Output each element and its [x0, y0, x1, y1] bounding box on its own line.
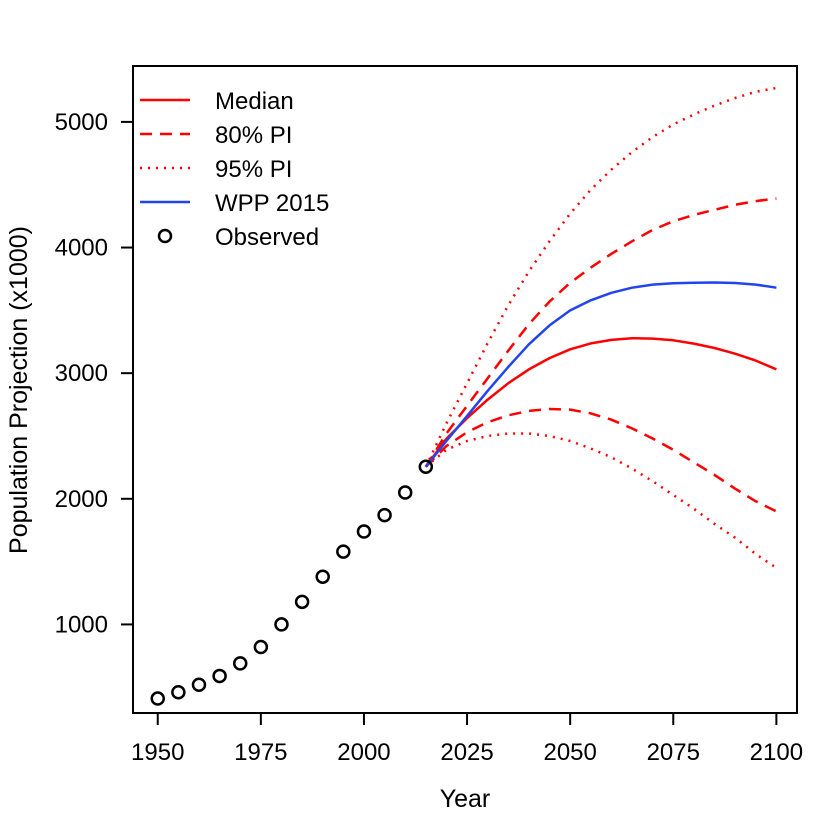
legend-label-wpp-2015: WPP 2015	[215, 190, 329, 217]
y-tick-label: 1000	[55, 611, 108, 638]
observed-point	[171, 685, 186, 700]
observed-point	[377, 507, 392, 523]
legend-swatch-observed	[157, 228, 173, 244]
observed-point	[397, 485, 413, 500]
observed-point	[191, 677, 207, 692]
x-axis-title: Year	[440, 785, 491, 813]
legend-label-80-pi: 80% PI	[215, 122, 292, 149]
y-tick-label: 5000	[55, 109, 108, 136]
observed-point	[336, 544, 351, 559]
x-tick-label: 2050	[543, 739, 596, 766]
legend: Median 80% PI 95% PI WPP 2015 Observed	[140, 88, 329, 251]
series-layer	[424, 86, 778, 569]
observed-point	[315, 569, 330, 584]
observed-point	[294, 594, 310, 610]
series-line-wpp-2015	[424, 281, 777, 468]
legend-label-observed: Observed	[215, 224, 319, 251]
observed-point	[253, 639, 269, 655]
series-line-95-pi-upper	[424, 86, 777, 468]
observed-point	[356, 524, 372, 539]
series-line-95-pi-lower	[425, 432, 778, 569]
y-axis: 1000 2000 3000 4000 5000	[55, 109, 134, 638]
observed-point	[274, 617, 289, 632]
observed-point	[232, 656, 248, 671]
y-tick-label: 3000	[55, 360, 108, 387]
observed-point	[212, 668, 227, 684]
observed-points-layer	[150, 459, 434, 706]
series-line-80-pi-lower	[424, 407, 777, 513]
y-axis-title: Population Projection (x1000)	[5, 226, 33, 554]
x-tick-label: 2100	[750, 739, 803, 766]
observed-point	[150, 691, 165, 706]
x-tick-label: 1975	[234, 739, 287, 766]
series-line-median	[424, 336, 777, 468]
y-tick-label: 2000	[55, 486, 108, 513]
legend-label-95-pi: 95% PI	[215, 156, 292, 183]
x-axis: 1950 1975 2000 2025 2050 2075 2100	[131, 712, 803, 766]
observed-point	[418, 459, 434, 475]
x-tick-label: 1950	[131, 739, 184, 766]
series-line-80-pi-upper	[424, 197, 777, 468]
x-tick-label: 2025	[440, 739, 493, 766]
y-tick-label: 4000	[55, 235, 108, 262]
x-tick-label: 2000	[337, 739, 390, 766]
legend-label-median: Median	[215, 88, 294, 115]
x-tick-label: 2075	[647, 739, 700, 766]
